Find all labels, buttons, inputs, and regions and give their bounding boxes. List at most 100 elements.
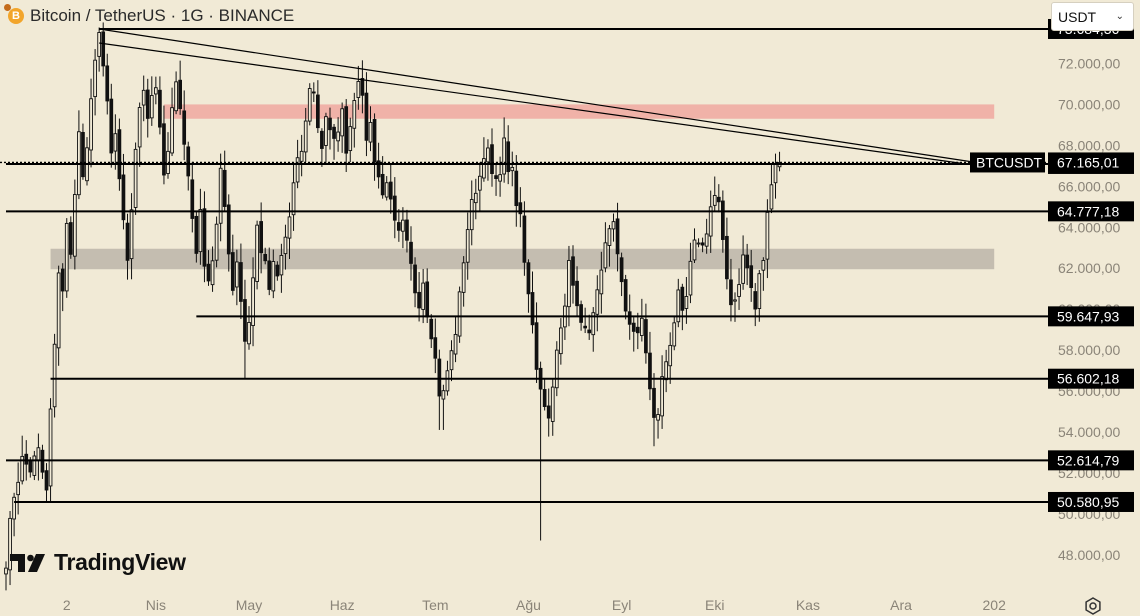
level-price-label-bg [1048, 450, 1134, 471]
candle-up [210, 260, 215, 286]
chart-title: Bitcoin / TetherUS · 1G · BINANCE [30, 6, 295, 25]
candle-down [101, 31, 106, 67]
candle-up [356, 81, 361, 98]
tradingview-logo[interactable]: TradingView [10, 549, 186, 576]
candle-up [660, 376, 664, 417]
candle-up [129, 209, 134, 260]
candle-down [194, 215, 199, 254]
candle-up [137, 107, 142, 148]
candle-down [380, 173, 385, 196]
candle-down [506, 141, 511, 173]
candle-down [360, 78, 365, 96]
candle-up [352, 100, 357, 129]
current-price-label-bg [1048, 152, 1134, 173]
candle-up [255, 224, 259, 282]
candle-down [575, 280, 579, 307]
candle-down [583, 325, 587, 329]
candle-up [708, 206, 713, 237]
candle-down [328, 117, 332, 131]
candle-down [514, 170, 519, 207]
candle-down [623, 279, 628, 312]
candle-up [465, 229, 470, 263]
candle-down [332, 126, 336, 139]
supply-zone [163, 104, 995, 119]
currency-select[interactable]: USDT ⌄ [1051, 2, 1134, 31]
candle-down [490, 144, 494, 174]
candle-up [761, 260, 766, 271]
candle-down [433, 337, 438, 359]
candle-down [206, 263, 211, 282]
candle-up [469, 199, 474, 231]
trendlines-layer [99, 28, 979, 164]
candle-down [615, 218, 620, 255]
candle-down [518, 202, 523, 215]
candle-down [117, 129, 122, 180]
candle-up [401, 219, 405, 232]
candle-up [676, 289, 681, 323]
candle-down [60, 268, 65, 292]
time-axis-layer: 2 Nis May Haz Tem Ağu Eyl Eki Kas Ara 202 [63, 597, 1006, 613]
candle-up [295, 157, 300, 183]
candle-up [113, 133, 118, 152]
candle-up [554, 349, 559, 389]
level-price-label-bg [1048, 201, 1134, 222]
chevron-down-icon: ⌄ [1115, 11, 1124, 22]
candle-down [259, 221, 263, 254]
candle-up [591, 312, 596, 336]
candle-up [141, 89, 146, 106]
status-dot [4, 4, 11, 11]
candle-down [344, 106, 349, 154]
gear-icon[interactable] [1083, 596, 1103, 616]
symbol-tag-bg [970, 152, 1045, 173]
candle-up [567, 260, 571, 308]
levels-layer [0, 27, 1048, 503]
candle-down [81, 131, 85, 178]
candle-down [222, 169, 227, 207]
candle-up [56, 272, 61, 349]
y-tick-label: 68.000,00 [1058, 137, 1120, 153]
candle-up [336, 131, 340, 142]
candle-down [263, 254, 268, 262]
currency-value: USDT [1058, 8, 1097, 25]
candle-down [644, 319, 648, 354]
candle-down [376, 160, 381, 178]
candle-down [534, 322, 539, 370]
y-tick-label: 58.000,00 [1058, 342, 1120, 358]
candle-down [729, 279, 733, 306]
candle-up [765, 211, 770, 260]
level-price-label-bg [1048, 368, 1134, 389]
candle-down [700, 242, 705, 246]
candle-up [218, 167, 223, 224]
candle-up [247, 322, 251, 345]
candle-down [162, 123, 166, 176]
candle-down [202, 208, 207, 267]
candle-up [510, 166, 515, 172]
candle-down [190, 179, 195, 219]
candle-down [109, 98, 114, 154]
candle-down [121, 174, 126, 221]
candle-up [153, 87, 158, 95]
candle-down [68, 222, 73, 255]
candle-up [384, 182, 389, 198]
trendline [99, 42, 962, 164]
candle-up [97, 32, 101, 57]
x-tick-label: Eyl [612, 597, 631, 613]
x-tick-label: 2 [63, 597, 71, 613]
level-price-label: 56.602,18 [1057, 371, 1119, 387]
candle-up [737, 284, 741, 297]
candle-up [550, 386, 555, 422]
level-price-label: 64.777,18 [1057, 203, 1119, 219]
x-tick-label: May [236, 597, 262, 613]
candle-up [502, 137, 506, 175]
candle-up [599, 269, 604, 295]
candle-up [8, 517, 12, 571]
candle-up [640, 317, 644, 336]
candle-down [178, 79, 182, 110]
symbol-tag: BTCUSDT [976, 154, 1043, 170]
x-tick-label: Tem [422, 597, 448, 613]
y-tick-label: 66.000,00 [1058, 178, 1120, 194]
candle-up [712, 195, 717, 206]
candle-up [611, 221, 616, 230]
candle-up [36, 447, 41, 461]
